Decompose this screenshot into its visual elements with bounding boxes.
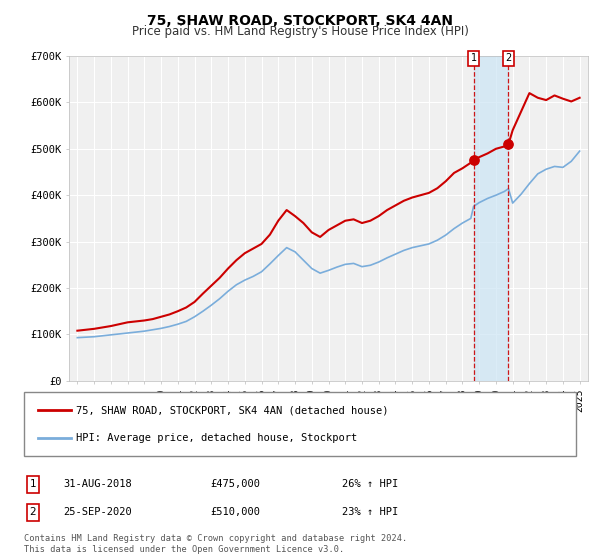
Text: £475,000: £475,000 [210,479,260,489]
Text: 23% ↑ HPI: 23% ↑ HPI [342,507,398,517]
Text: 31-AUG-2018: 31-AUG-2018 [63,479,132,489]
Point [503,139,513,148]
Text: 2: 2 [505,53,512,63]
Text: £510,000: £510,000 [210,507,260,517]
Text: This data is licensed under the Open Government Licence v3.0.: This data is licensed under the Open Gov… [24,545,344,554]
Bar [473,56,508,381]
Point [469,156,478,165]
Text: Price paid vs. HM Land Registry's House Price Index (HPI): Price paid vs. HM Land Registry's House … [131,25,469,38]
Text: 75, SHAW ROAD, STOCKPORT, SK4 4AN (detached house): 75, SHAW ROAD, STOCKPORT, SK4 4AN (detac… [76,405,389,415]
FancyBboxPatch shape [24,392,576,456]
Text: 1: 1 [470,53,476,63]
Text: 2: 2 [29,507,37,517]
Text: 1: 1 [29,479,37,489]
Text: 25-SEP-2020: 25-SEP-2020 [63,507,132,517]
Text: HPI: Average price, detached house, Stockport: HPI: Average price, detached house, Stoc… [76,433,358,444]
Text: Contains HM Land Registry data © Crown copyright and database right 2024.: Contains HM Land Registry data © Crown c… [24,534,407,543]
Text: 26% ↑ HPI: 26% ↑ HPI [342,479,398,489]
Text: 75, SHAW ROAD, STOCKPORT, SK4 4AN: 75, SHAW ROAD, STOCKPORT, SK4 4AN [147,14,453,28]
